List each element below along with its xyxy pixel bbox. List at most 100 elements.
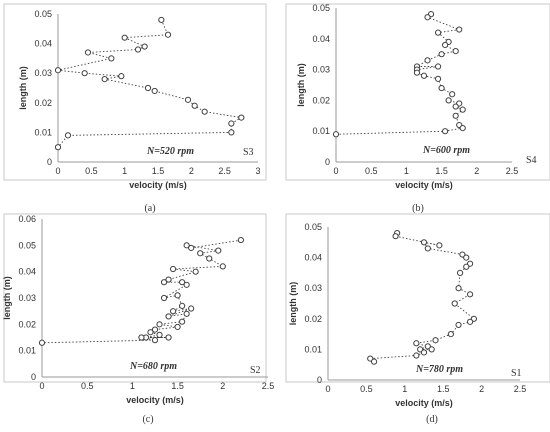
data-point [183,310,190,317]
data-point [169,308,177,315]
y-tick-label: 0.04 [304,253,322,263]
data-point [413,69,421,76]
data-point [413,352,420,359]
rpm-annotation: N=520 rpm [146,146,194,157]
data-point [466,291,474,298]
x-axis-label: velocity (m/s) [395,180,453,190]
x-tick-label: 3 [255,166,260,176]
data-point [449,91,456,98]
y-tick-label: 0.06 [18,214,36,224]
data-point [184,96,192,103]
y-tick-label: 0.05 [34,9,52,19]
y-tick-label: 0.02 [312,95,330,105]
data-point [447,331,454,338]
x-tick-label: 0.5 [85,166,98,176]
x-tick-label: 2.5 [514,384,527,394]
data-point [459,106,466,113]
rpm-annotation: N=780 rpm [415,364,463,375]
data-point [169,265,177,273]
x-tick-label: 2 [479,384,484,394]
data-point [438,51,445,58]
data-point [420,72,428,79]
data-point [434,75,442,82]
x-tick-label: 1 [404,166,409,176]
panel-caption: (c) [142,414,153,425]
data-point [445,97,452,104]
y-tick-label: 0.05 [304,222,322,232]
y-tick-label: 0 [317,375,322,385]
x-tick-label: 0 [39,381,44,391]
y-tick-label: 0.02 [304,314,322,324]
data-point [463,263,470,270]
panel-frame [285,3,550,181]
x-tick-label: 1.5 [437,384,450,394]
data-point [101,76,108,83]
data-point [165,334,172,341]
data-point [370,358,378,365]
x-tick-label: 0.5 [81,381,94,391]
data-point [121,34,128,41]
y-tick-label: 0.03 [304,283,322,293]
data-point [174,323,181,331]
data-point [442,41,449,49]
x-tick-label: 2 [220,381,225,391]
chart-panel-4: 0 0.01 0.02 0.03 0.04 0.05 0 0.5 1 1.5 2 2.5 length … [285,213,550,425]
rpm-annotation: N=680 rpm [129,361,177,372]
sample-tag: S1 [511,368,522,379]
x-tick-label: 0.5 [365,166,378,176]
y-axis-label: length (m) [18,66,28,110]
data-point [160,294,168,302]
x-tick-label: 1.5 [435,166,448,176]
data-point [179,318,186,325]
y-axis-label: length (m) [2,276,12,320]
data-point [134,46,142,53]
data-point [118,73,125,80]
data-point [452,112,459,119]
data-point [206,255,213,262]
x-tick-label: 2.5 [218,166,231,176]
chart-panel-2: 0 0.01 0.02 0.03 0.04 0.05 0 0.5 1 1.5 2 2.5 length … [285,3,550,214]
data-point [151,326,159,333]
data-point [238,114,245,121]
data-point [165,313,172,320]
data-point [38,339,46,346]
y-tick-label: 0.01 [312,126,330,136]
data-point [424,57,431,64]
data-point [54,67,62,74]
data-point [183,281,190,288]
x-tick-label: 0 [325,384,330,394]
y-tick-label: 0.04 [312,34,330,44]
data-point [420,239,428,246]
sample-tag: S2 [250,365,261,376]
data-point [179,279,186,286]
data-point [160,279,168,286]
y-tick-label: 0 [47,157,52,167]
data-point [84,49,92,56]
sample-tag: S3 [243,147,254,158]
data-point [228,129,235,136]
data-point [156,331,163,338]
data-point [201,108,208,115]
chart-panel-3: 0 0.01 0.02 0.03 0.04 0.05 0.06 0 0.5 1 1.5 2 2.5 len… [2,213,274,425]
panel-caption: (d) [426,414,438,425]
x-tick-label: 2 [474,166,479,176]
x-axis-label: velocity (m/s) [395,398,453,408]
data-point [108,55,115,62]
data-point [456,26,463,33]
data-point [413,340,420,347]
data-point [54,144,62,151]
x-tick-label: 1.5 [152,166,165,176]
y-tick-label: 0.01 [18,346,36,356]
x-tick-label: 1.5 [171,381,184,391]
x-tick-label: 1 [130,381,135,391]
data-point [192,268,199,275]
panel-frame [3,3,267,181]
y-tick-label: 0.01 [34,127,52,137]
data-point [219,263,226,270]
data-point [191,102,198,109]
y-axis-label: length (m) [296,63,306,107]
data-point [466,318,474,325]
x-tick-label: 0.5 [360,384,373,394]
data-point [392,233,399,240]
